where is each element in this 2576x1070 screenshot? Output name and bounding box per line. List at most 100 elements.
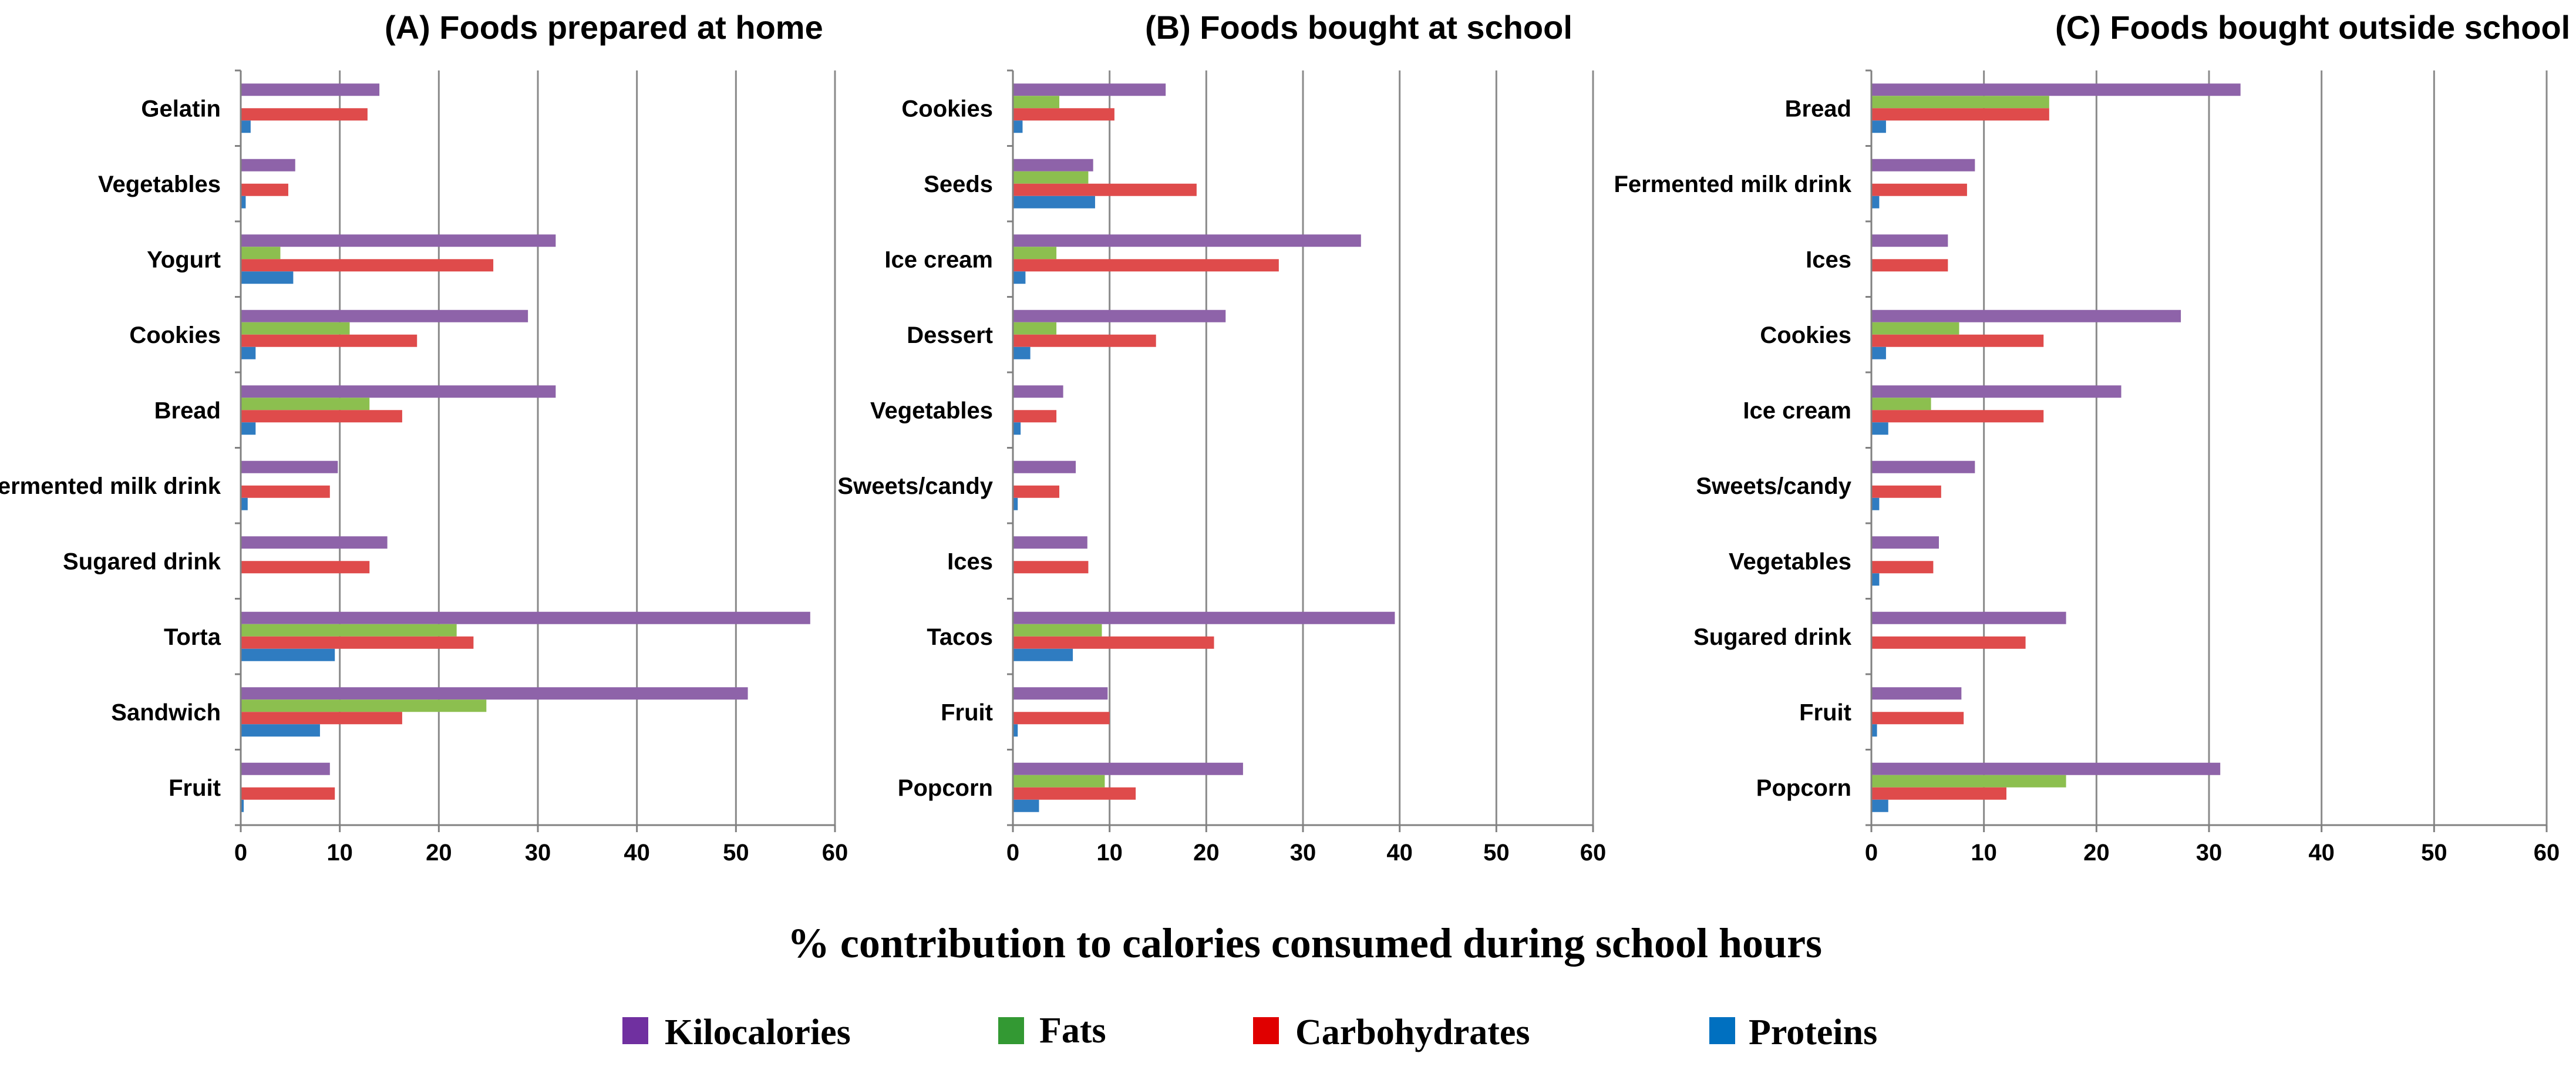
bar-fruit-carbohydrates [241,787,335,800]
category-label: Sweets/candy [837,473,993,499]
bar-fruit-proteins [1871,724,1877,737]
panel-title: (C) Foods bought outside school [2055,9,2570,46]
bar-torta-fats [241,624,457,637]
category-label: Fruit [169,775,221,801]
bar-cookies-fats [1013,96,1060,109]
bar-popcorn-carbohydrates [1871,787,2006,800]
legend-swatch-carbohydrates [1253,1017,1279,1044]
legend-swatch-fats [998,1017,1024,1044]
x-tick-label: 0 [1865,840,1878,866]
category-label: Tacos [927,624,993,650]
category-label: Torta [164,624,221,650]
bar-sandwich-proteins [241,724,320,737]
bar-tacos-carbohydrates [1013,636,1214,649]
bar-torta-kilocalories [241,611,810,624]
bar-dessert-proteins [1013,346,1031,359]
bar-popcorn-proteins [1871,799,1888,812]
bar-popcorn-kilocalories [1871,762,2221,775]
legend-label-kilocalories: Kilocalories [665,1012,851,1052]
bar-fruit-kilocalories [1013,687,1108,700]
x-tick-label: 30 [1290,840,1316,866]
category-label: Dessert [907,322,993,348]
category-label: Cookies [1760,322,1851,348]
bar-sweets-candy-carbohydrates [1871,485,1941,498]
bar-sweets-candy-proteins [1871,497,1880,510]
bar-tacos-fats [1013,624,1102,637]
bar-vegetables-kilocalories [241,159,295,171]
legend-label-fats: Fats [1039,1011,1106,1051]
panel-c: (C) Foods bought outside school Bread Ferm… [1614,9,2570,866]
bar-cookies-fats [241,322,350,335]
bar-popcorn-kilocalories [1013,762,1243,775]
bar-ice-cream-fats [1013,247,1057,260]
bar-bread-fats [241,398,370,410]
bar-seeds-fats [1013,171,1089,184]
bar-popcorn-carbohydrates [1013,787,1136,800]
x-tick-label: 10 [1971,840,1997,866]
category-label: Vegetables [1729,549,1851,574]
category-label: Bread [1785,96,1851,122]
category-label: Popcorn [898,775,993,801]
category-label: Seeds [924,171,993,197]
bar-ices-kilocalories [1013,536,1087,549]
bar-dessert-carbohydrates [1013,334,1156,347]
bar-fermented-milk-drink-carbohydrates [1871,183,1967,196]
category-label: Sweets/candy [1696,473,1851,499]
x-tick-label: 20 [1193,840,1220,866]
x-tick-label: 20 [426,840,452,866]
panel-title: (A) Foods prepared at home [385,9,823,46]
panel-title: (B) Foods bought at school [1145,9,1572,46]
bar-tacos-kilocalories [1013,611,1395,624]
legend-swatch-proteins [1709,1017,1735,1044]
bar-ice-cream-kilocalories [1013,234,1361,247]
x-axis-label: % contribution to calories consumed duri… [787,920,1822,967]
bar-ice-cream-fats [1871,398,1931,410]
x-tick-label: 50 [1483,840,1510,866]
legend-label-carbohydrates: Carbohydrates [1295,1012,1530,1052]
category-label: Popcorn [1756,775,1851,801]
x-tick-label: 30 [2196,840,2223,866]
bar-fermented-milk-drink-proteins [241,497,248,510]
x-tick-label: 0 [234,840,247,866]
bar-cookies-fats [1871,322,1959,335]
bar-gelatin-proteins [241,120,251,133]
bar-fermented-milk-drink-kilocalories [241,460,338,473]
bar-vegetables-kilocalories [1871,536,1939,549]
bar-seeds-carbohydrates [1013,183,1197,196]
bar-vegetables-proteins [1013,422,1021,435]
bar-cookies-proteins [1013,120,1023,133]
bar-yogurt-carbohydrates [241,259,494,272]
bar-vegetables-carbohydrates [1871,561,1934,574]
legend: Kilocalories Fats Carbohydrates Proteins [622,1011,1877,1052]
bar-popcorn-proteins [1013,799,1039,812]
bar-cookies-kilocalories [1871,309,2181,322]
bar-ice-cream-proteins [1871,422,1888,435]
bar-fermented-milk-drink-kilocalories [1871,159,1975,171]
category-label: Fermented milk drink [1614,171,1851,197]
bar-gelatin-kilocalories [241,83,380,96]
bar-bread-carbohydrates [1871,108,2049,121]
x-tick-label: 0 [1006,840,1019,866]
category-label: Cookies [901,96,993,122]
category-label: Sandwich [111,699,221,725]
bar-vegetables-proteins [241,196,246,208]
bar-ices-carbohydrates [1013,561,1089,574]
bar-vegetables-proteins [1871,573,1880,586]
category-label: Ice cream [884,247,993,272]
x-tick-label: 20 [2083,840,2110,866]
bar-yogurt-fats [241,247,281,260]
bar-fruit-carbohydrates [1871,712,1964,725]
bar-sandwich-fats [241,699,487,712]
bar-cookies-kilocalories [1013,83,1166,96]
bar-sugared-drink-kilocalories [241,536,388,549]
bar-fruit-kilocalories [241,762,330,775]
bar-tacos-proteins [1013,648,1073,661]
category-label: Fruit [941,699,993,725]
x-tick-label: 60 [822,840,848,866]
bar-fruit-carbohydrates [1013,712,1110,725]
bar-ice-cream-proteins [1013,271,1026,284]
x-tick-label: 40 [624,840,650,866]
bar-seeds-kilocalories [1013,159,1093,171]
bar-sweets-candy-kilocalories [1013,460,1076,473]
